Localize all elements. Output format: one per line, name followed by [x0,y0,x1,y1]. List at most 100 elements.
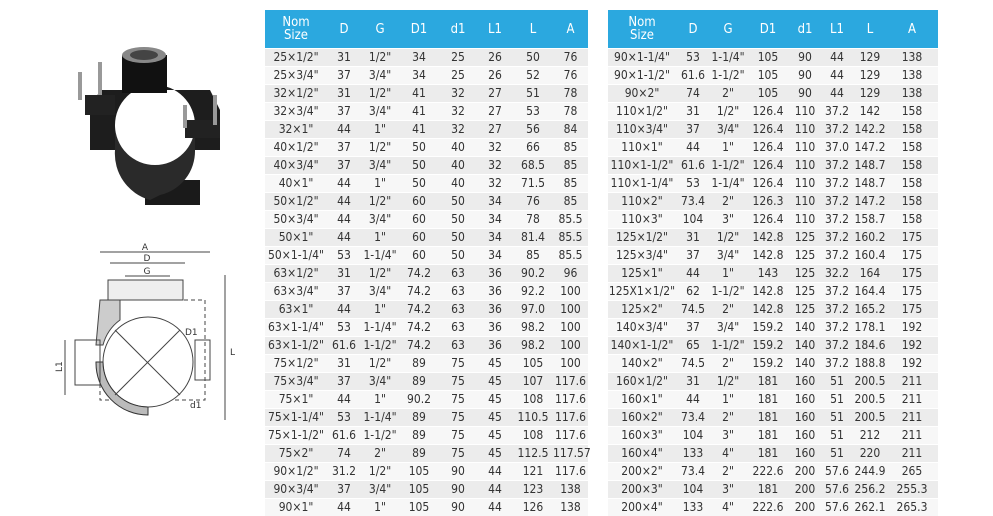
table-cell: 200.5 [854,391,886,409]
table-cell: 53 [327,247,361,265]
table-cell: 37.2 [820,229,854,247]
table-cell: 108 [513,427,553,445]
table-cell: 73.4 [676,463,710,481]
table-cell: 129 [854,49,886,67]
table-cell: 32×3/4" [265,103,327,121]
table-cell: 2" [710,193,746,211]
table-cell: 160 [790,427,820,445]
table-cell: 142 [854,103,886,121]
table-cell: 44 [477,463,513,481]
table-cell: 75 [439,427,477,445]
header-cell: d1 [790,10,820,49]
table-cell: 3" [710,427,746,445]
table-cell: 125 [790,247,820,265]
table-cell: 192 [886,355,938,373]
table-cell: 63×3/4" [265,283,327,301]
table-cell: 256.2 [854,481,886,499]
table-cell: 126.4 [746,103,790,121]
table-cell: 32 [477,175,513,193]
table-cell: 90 [439,481,477,499]
table-cell: 138 [886,67,938,85]
table-cell: 110×1-1/4" [608,175,676,193]
table-cell: 140×1-1/2" [608,337,676,355]
dim-label: L1 [55,361,65,372]
table-cell: 74.2 [399,301,439,319]
table-cell: 75×1/2" [265,355,327,373]
table-cell: 1" [361,175,399,193]
table-cell: 75×1" [265,391,327,409]
table-cell: 60 [399,193,439,211]
table-cell: 1/2" [361,355,399,373]
table-cell: 3/4" [361,103,399,121]
table-cell: 1/2" [710,373,746,391]
table-cell: 200.5 [854,373,886,391]
table-cell: 158 [886,103,938,121]
table-cell: 1/2" [361,265,399,283]
table-cell: 44 [327,391,361,409]
table-cell: 3" [710,211,746,229]
table-cell: 31.2 [327,463,361,481]
table-cell: 1-1/2" [361,427,399,445]
table-cell: 74 [327,445,361,463]
table-cell: 85.5 [553,247,588,265]
table-cell: 37.2 [820,337,854,355]
table-cell: 76 [553,49,588,67]
table-cell: 105 [513,355,553,373]
table-cell: 110 [790,175,820,193]
table-cell: 138 [553,481,588,499]
table-cell: 98.2 [513,319,553,337]
table-cell: 222.6 [746,499,790,516]
table-cell: 84 [553,121,588,139]
table-cell: 160 [790,445,820,463]
table-cell: 160 [790,373,820,391]
table-cell: 138 [553,499,588,516]
table-cell: 63×1" [265,301,327,319]
table-cell: 175 [886,247,938,265]
table-cell: 85 [513,247,553,265]
header-cell: G [361,10,399,49]
table-cell: 181 [746,409,790,427]
table-cell: 40×1/2" [265,139,327,157]
table-cell: 51 [820,445,854,463]
table-cell: 40 [439,157,477,175]
table-cell: 1-1/4" [710,49,746,67]
table-cell: 34 [399,67,439,85]
table-cell: 121 [513,463,553,481]
table-cell: 57.6 [820,463,854,481]
table-cell: 74.2 [399,337,439,355]
table-cell: 37 [676,247,710,265]
table-cell: 44 [477,481,513,499]
table-cell: 92.2 [513,283,553,301]
table-cell: 96 [553,265,588,283]
table-cell: 184.6 [854,337,886,355]
table-cell: 2" [710,85,746,103]
table-cell: 1/2" [361,139,399,157]
table-cell: 1-1/2" [710,67,746,85]
table-cell: 32 [477,157,513,175]
table-cell: 3/4" [710,247,746,265]
product-photo [80,47,220,205]
table-cell: 50 [399,157,439,175]
table-cell: 89 [399,445,439,463]
table-cell: 126.4 [746,211,790,229]
table-cell: 85 [553,157,588,175]
table-cell: 41 [399,103,439,121]
table-cell: 160 [790,391,820,409]
table-cell: 37.2 [820,121,854,139]
table-cell: 160.2 [854,229,886,247]
table-cell: 148.7 [854,157,886,175]
table-cell: 37 [676,319,710,337]
table-cell: 85 [553,139,588,157]
